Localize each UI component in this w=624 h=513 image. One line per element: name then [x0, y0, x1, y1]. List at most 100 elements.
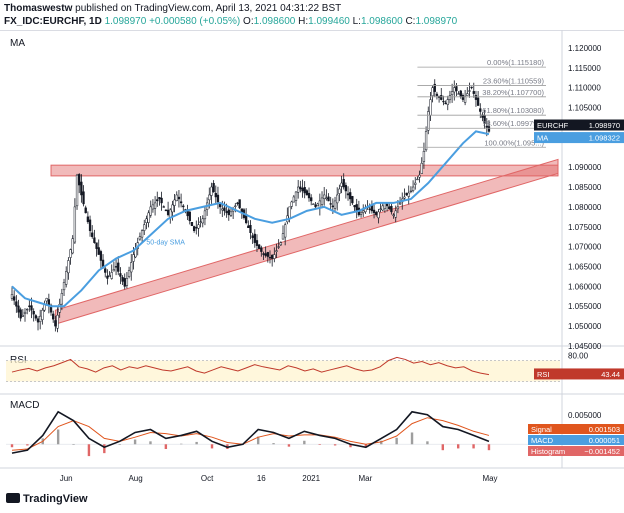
- candle-down: [177, 196, 181, 200]
- candle-up: [147, 212, 150, 223]
- candle-down: [485, 125, 488, 128]
- macd-legend-value-2: −0.001452: [584, 447, 620, 456]
- macd-histogram-bar: [133, 439, 137, 445]
- candle-down: [264, 253, 267, 256]
- candle-up: [10, 294, 14, 299]
- candle-up: [359, 212, 363, 215]
- candle-up: [338, 188, 341, 194]
- candle-down: [405, 192, 408, 196]
- candle-down: [121, 276, 124, 282]
- price-tick-label-1: 1.115000: [568, 64, 601, 73]
- fib-level-label-4: 78.60%(1.099790): [482, 119, 544, 128]
- author[interactable]: Thomaswestw: [4, 3, 73, 14]
- candle-down: [253, 233, 256, 243]
- candle-down: [271, 254, 274, 259]
- candle-down: [192, 226, 196, 231]
- candle-down: [238, 199, 241, 209]
- candle-down: [52, 313, 55, 320]
- candle-up: [409, 190, 413, 193]
- candle-up: [56, 314, 59, 329]
- candle-down: [182, 205, 185, 208]
- candle-up: [431, 87, 434, 97]
- candle-up: [277, 246, 280, 248]
- resistance-zone: [50, 164, 559, 177]
- macd-histogram-bar: [333, 444, 337, 446]
- high-value: 1.099460: [308, 16, 350, 27]
- rsi-badge-name: RSI: [537, 370, 550, 379]
- candle-up: [221, 208, 224, 211]
- candle-up: [234, 205, 237, 207]
- candle-down: [459, 90, 462, 97]
- candle-up: [210, 186, 213, 196]
- symbol-line: FX_IDC:EURCHF, 1D 1.098970 +0.000580 (+0…: [4, 16, 457, 27]
- price-badge-ma: [534, 132, 624, 144]
- candle-up: [153, 202, 157, 209]
- macd-histogram-bar: [487, 444, 491, 451]
- tradingview-logo[interactable]: TradingView: [6, 493, 88, 505]
- candle-down: [251, 235, 254, 238]
- candle-down: [305, 190, 308, 196]
- candle-down: [268, 257, 272, 259]
- macd-histogram-bar: [441, 444, 445, 451]
- candle-up: [364, 208, 367, 213]
- macd-legend-value-0: 0.001503: [589, 425, 620, 434]
- macd-histogram-bar: [349, 444, 352, 448]
- candle-down: [195, 227, 198, 229]
- candle-down: [88, 219, 92, 231]
- publish-line: Thomaswestw published on TradingView.com…: [4, 3, 341, 14]
- brand-text: TradingView: [23, 493, 88, 505]
- candle-up: [208, 194, 211, 201]
- macd-signal-line: [11, 417, 490, 451]
- candle-down: [331, 205, 335, 208]
- candle-up: [336, 194, 339, 204]
- candle-down: [472, 91, 475, 94]
- symbol: FX_IDC:EURCHF, 1D: [4, 16, 102, 27]
- price-badge-name-eurchf: EURCHF: [537, 121, 569, 130]
- candle-down: [307, 192, 311, 199]
- candle-down: [262, 253, 265, 255]
- candle-up: [284, 224, 287, 238]
- candle-down: [329, 203, 332, 205]
- candle-up: [446, 99, 449, 105]
- candle-down: [34, 315, 37, 319]
- candle-down: [344, 185, 348, 192]
- fib-level-label-3: 61.80%(1.103080): [482, 106, 544, 115]
- candle-down: [93, 237, 96, 243]
- candle-down: [19, 309, 22, 319]
- ma-annotation-label: 50-day SMA: [146, 240, 185, 247]
- candle-up: [312, 203, 315, 205]
- candle-up: [65, 271, 68, 285]
- candle-down: [266, 252, 269, 257]
- candle-up: [112, 269, 116, 272]
- candle-up: [145, 218, 148, 223]
- rising-channel: [54, 158, 559, 325]
- macd-histogram-bar: [103, 444, 106, 454]
- open-value: 1.098600: [253, 16, 296, 27]
- macd-histogram-bar: [10, 444, 14, 448]
- candle-up: [23, 311, 27, 314]
- candle-up: [320, 197, 324, 205]
- price-tick-label-9: 1.070000: [568, 243, 602, 252]
- last-price: 1.098970: [104, 16, 147, 27]
- macd-histogram-bar: [87, 444, 91, 457]
- price-tick-label-12: 1.055000: [568, 302, 602, 311]
- candle-down: [36, 318, 40, 323]
- candle-up: [138, 236, 142, 240]
- macd-histogram-bar: [395, 437, 398, 445]
- candle-up: [175, 194, 178, 202]
- price-badge-value-ma: 1.098322: [589, 134, 620, 143]
- candle-up: [60, 293, 64, 305]
- macd-histogram-bar: [256, 436, 260, 445]
- candle-up: [424, 131, 428, 151]
- candle-up: [127, 270, 131, 277]
- candle-down: [479, 108, 482, 112]
- price-tick-label-3: 1.105000: [568, 104, 602, 113]
- candle-up: [290, 201, 293, 207]
- candle-up: [75, 174, 79, 207]
- price-badge-value-eurchf: 1.098970: [589, 121, 620, 130]
- candle-up: [281, 233, 285, 240]
- candle-down: [301, 187, 304, 192]
- candle-down: [95, 242, 98, 249]
